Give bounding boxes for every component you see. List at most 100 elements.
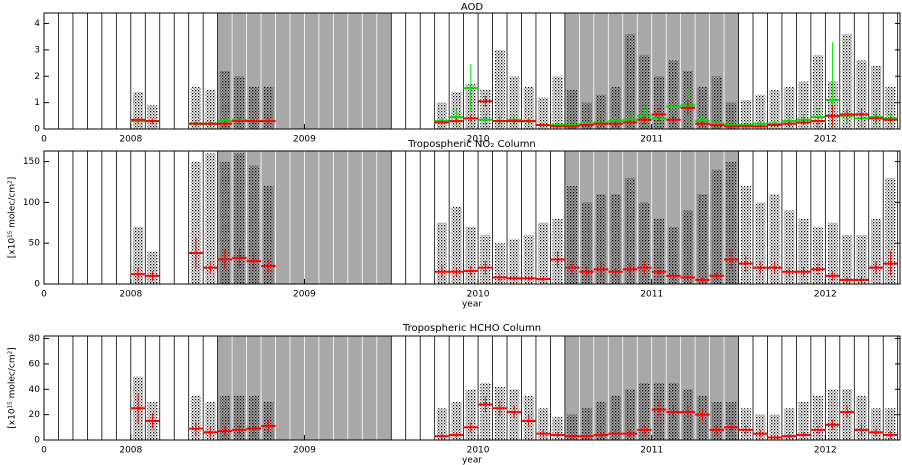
y-axis-label: [x10¹⁵ molec/cm²] (8, 347, 18, 429)
observations (538, 222, 549, 284)
observations (653, 218, 665, 284)
y-tick-label: 150 (23, 157, 40, 167)
y-axis-label: [x10¹⁵ molec/cm²] (8, 177, 18, 259)
observations (784, 408, 795, 440)
observations (219, 71, 230, 129)
x-tick-label: 0 (41, 135, 47, 145)
observations (465, 389, 476, 440)
observations (133, 92, 144, 129)
observations (856, 60, 867, 129)
observations (248, 86, 259, 129)
observations (480, 89, 491, 129)
x-tick-label: 2009 (293, 290, 316, 300)
x-tick-label: 2009 (293, 135, 316, 145)
observations (567, 186, 578, 284)
observations (870, 408, 882, 440)
observations (263, 86, 274, 129)
x-tick-label: 2011 (640, 290, 663, 300)
observations (190, 86, 201, 129)
observations (827, 389, 838, 440)
observations (494, 49, 505, 130)
observations (248, 165, 259, 284)
observations (624, 389, 636, 440)
x-tick-label: 2012 (814, 290, 837, 300)
observations (567, 89, 578, 129)
observations (870, 65, 882, 129)
observations (610, 395, 621, 440)
observations (798, 401, 809, 440)
observations (755, 94, 766, 129)
observations (552, 76, 563, 129)
x-tick-label: 2008 (119, 290, 142, 300)
observations (263, 186, 274, 284)
observations (726, 401, 737, 440)
plot-frame (43, 12, 901, 130)
observations (624, 34, 636, 129)
observations (841, 34, 853, 129)
observations (755, 202, 766, 284)
observations (856, 235, 867, 284)
observations (147, 105, 158, 129)
observations (509, 239, 520, 284)
x-tick-label: 0 (41, 446, 47, 456)
observations (812, 226, 824, 284)
observations (595, 194, 607, 284)
observations (248, 395, 259, 440)
observations (668, 226, 679, 284)
observations (784, 210, 795, 284)
observations (219, 161, 230, 284)
x-tick-label: 2008 (119, 446, 142, 456)
observations (190, 395, 201, 440)
observations (610, 86, 621, 129)
x-tick-label: 0 (41, 290, 47, 300)
observations (740, 186, 751, 284)
observations (885, 408, 896, 440)
observations (812, 55, 824, 129)
observations (740, 408, 751, 440)
observations (436, 408, 448, 440)
observations (769, 194, 780, 284)
x-tick-label: 2011 (640, 446, 663, 456)
observations (552, 417, 563, 440)
observations (581, 408, 592, 440)
observations (523, 235, 534, 284)
observations (798, 81, 809, 129)
observations (711, 76, 722, 129)
observations (726, 102, 737, 129)
observations (711, 169, 722, 284)
observations (610, 194, 621, 284)
y-tick-label: 0 (34, 280, 40, 290)
observations (494, 243, 505, 284)
observations (147, 251, 158, 284)
observations (581, 202, 592, 284)
observations (451, 206, 462, 284)
observations (769, 89, 780, 129)
chart-title: AOD (461, 2, 484, 13)
observations (234, 395, 245, 440)
observations (885, 177, 896, 284)
observations (784, 86, 795, 129)
y-tick-label: 50 (29, 239, 41, 249)
observations (653, 76, 665, 129)
observations (740, 100, 751, 129)
observations (639, 55, 650, 129)
observations (523, 86, 534, 129)
plot-frame (43, 150, 901, 285)
chart-title: Tropospheric HCHO Column (402, 323, 541, 334)
x-axis-label: year (462, 300, 482, 310)
observations (668, 60, 679, 129)
x-tick-label: 2010 (467, 135, 490, 145)
observations (697, 86, 708, 129)
x-axis-label: year (462, 456, 482, 465)
observations (480, 235, 491, 284)
observations (827, 222, 838, 284)
observations (856, 395, 867, 440)
observations (595, 94, 607, 129)
observations (841, 235, 853, 284)
observations (639, 202, 650, 284)
observations (870, 218, 882, 284)
observations (465, 226, 476, 284)
observations (769, 414, 780, 440)
observations (711, 401, 722, 440)
x-tick-label: 2010 (467, 446, 490, 456)
